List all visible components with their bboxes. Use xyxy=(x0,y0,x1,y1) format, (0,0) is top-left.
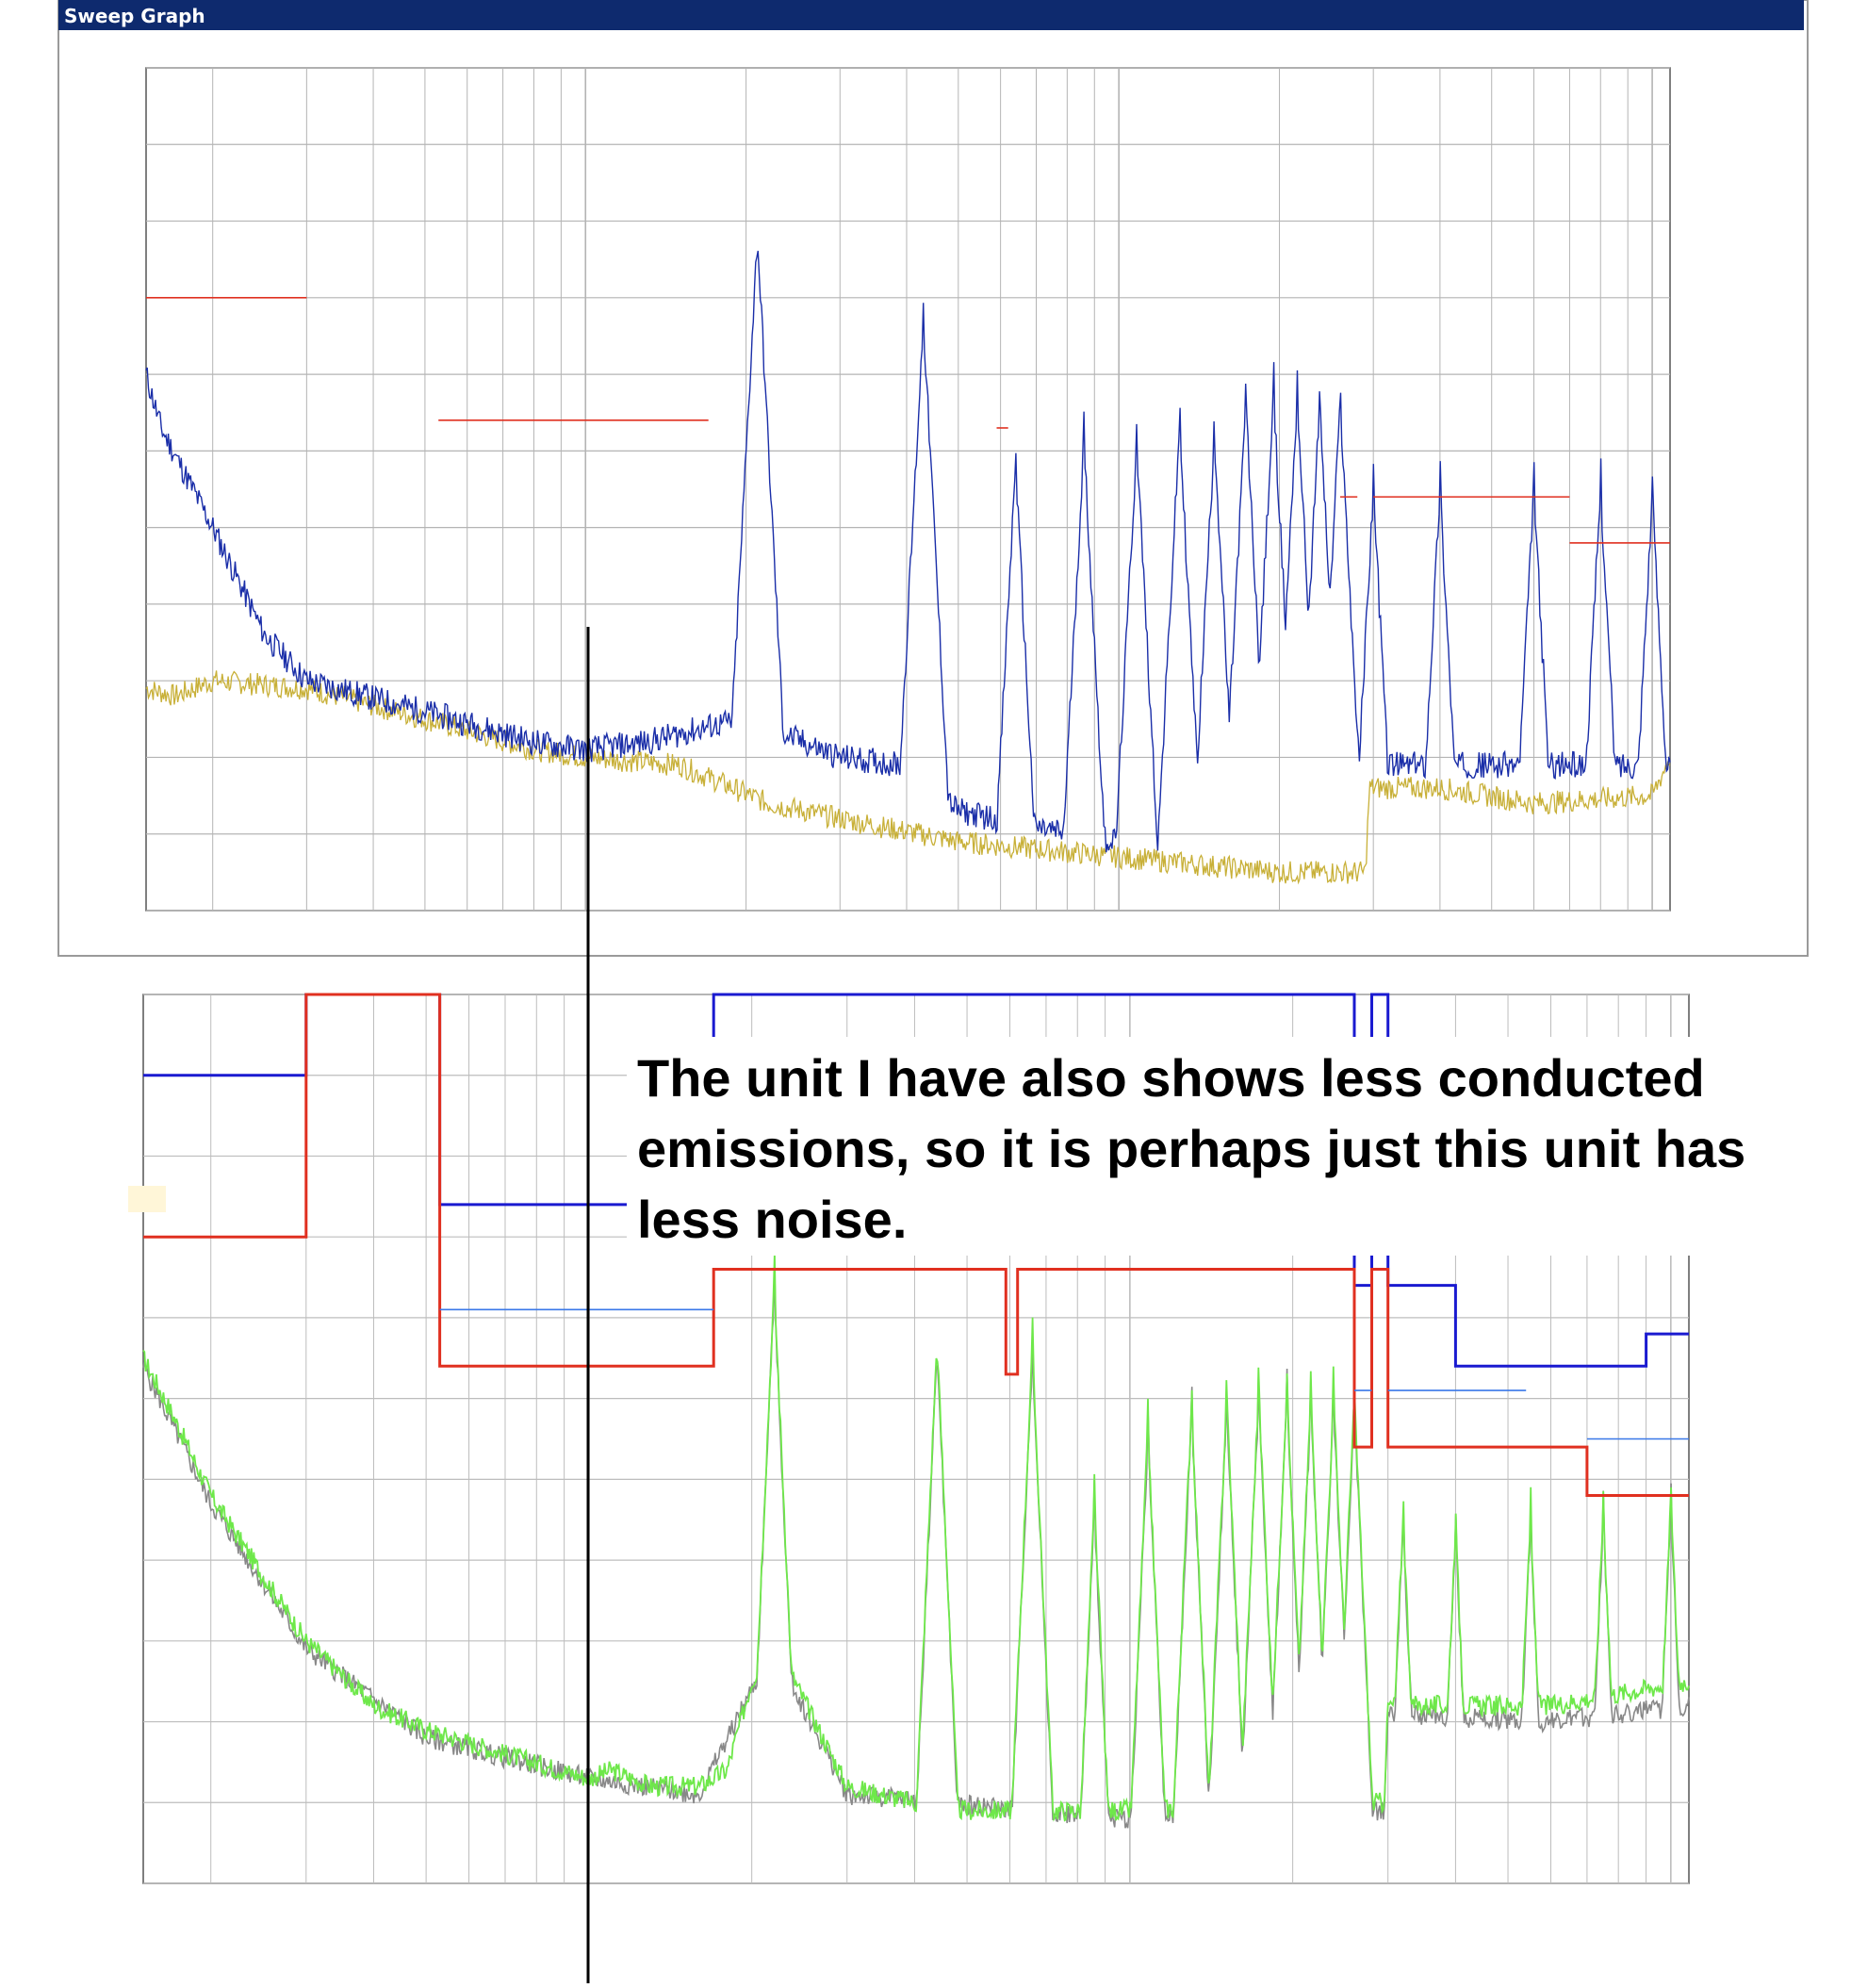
annotation-box xyxy=(627,1037,1814,1256)
sweep-window-title: Sweep Graph xyxy=(64,5,205,27)
av-trace xyxy=(145,250,1671,853)
annotation-text: The unit I have also shows less conducte… xyxy=(637,1048,1745,1249)
sweep-graph-chart xyxy=(145,67,1671,912)
annotation-line-2: emissions, so it is perhaps just this un… xyxy=(637,1119,1745,1178)
annotation-line-3: less noise. xyxy=(637,1190,907,1249)
sweep-window-titlebar xyxy=(58,0,1804,30)
annotation-line-1: The unit I have also shows less conducte… xyxy=(637,1048,1705,1108)
measurement-trace xyxy=(142,1253,1690,1822)
ref-av-trace xyxy=(145,670,1671,885)
av-limit-line xyxy=(143,993,1689,1497)
detector-badge xyxy=(128,1186,166,1212)
